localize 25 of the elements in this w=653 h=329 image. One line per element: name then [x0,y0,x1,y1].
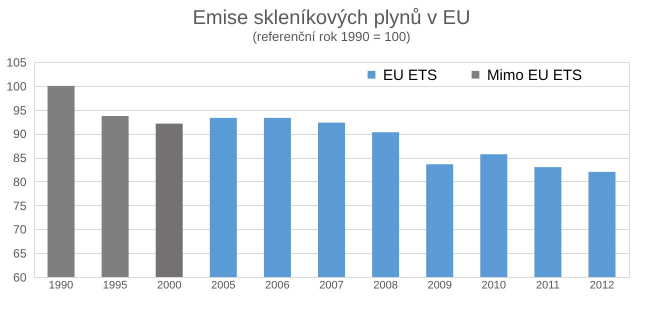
chart-subtitle: (referenční rok 1990 = 100) [252,29,410,44]
x-tick-label: 2007 [319,280,344,292]
y-tick-label: 95 [13,103,27,118]
x-tick-label: 2009 [427,280,452,292]
x-tick-label: 2008 [373,280,398,292]
y-tick-label: 75 [13,198,27,213]
y-tick-label: 65 [13,246,27,261]
x-tick-label: 2005 [211,280,236,292]
y-tick-label: 60 [13,270,27,284]
x-tick-label: 2011 [536,280,560,292]
x-tick-label: 1995 [102,280,128,292]
y-tick-label: 85 [13,151,27,166]
x-tick-label: 2012 [590,280,614,292]
y-tick-label: 70 [13,222,27,237]
x-tick-label: 2000 [156,280,182,292]
x-tick-label: 2006 [265,280,290,292]
legend-label: EU ETS [383,66,438,84]
y-tick-label: 90 [13,127,27,142]
y-tick-label: 100 [6,79,27,94]
x-tick-label: 2010 [482,280,506,292]
chart-title: Emise skleníkových plynů v EU [192,7,470,29]
legend-label: Mimo EU ETS [487,66,582,84]
y-tick-label: 80 [13,174,27,189]
x-tick-label: 1990 [48,280,74,292]
y-tick-label: 105 [6,56,27,70]
